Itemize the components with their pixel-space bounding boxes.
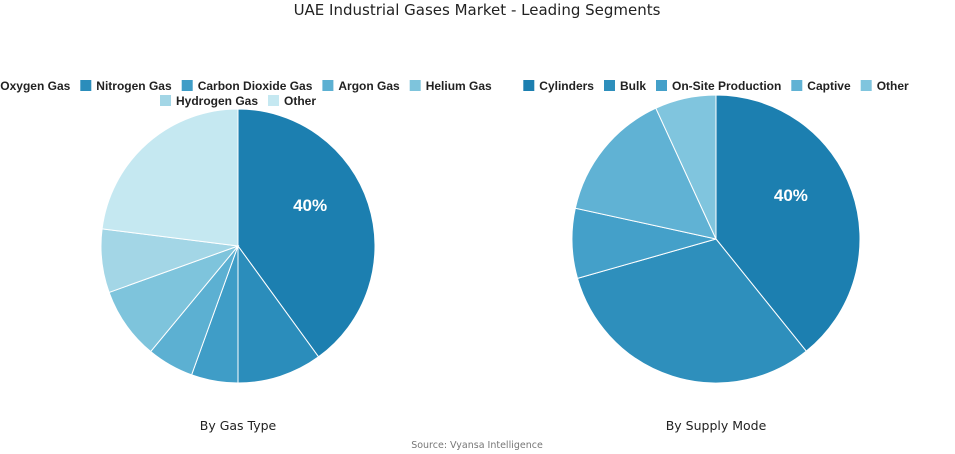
supply-mode-legend: Cylinders Bulk On-Site Production Captive Ot… [523, 79, 909, 93]
legend-label: Hydrogen Gas [176, 94, 258, 108]
legend-label: On-Site Production [672, 79, 781, 93]
legend-item-bulk: Bulk [604, 79, 646, 93]
legend-label: Carbon Dioxide Gas [198, 79, 313, 93]
legend-item-oxygen-gas: Oxygen Gas [0, 79, 70, 93]
legend-swatch [409, 80, 421, 91]
gas-type-subtitle: By Gas Type [200, 418, 277, 433]
pie-slice-nitrogen-gas [237, 244, 320, 384]
gas-type-legend: Oxygen Gas Nitrogen Gas Carbon Dioxide Gas… [0, 79, 492, 108]
legend-swatch [860, 80, 872, 91]
legend-item-on-site-production: On-Site Production [656, 79, 781, 93]
pie-slice-oxygen-gas [237, 108, 376, 358]
legend-swatch [656, 80, 667, 91]
legend-swatch [160, 95, 171, 106]
legend-swatch [181, 80, 193, 91]
legend-label: Argon Gas [338, 79, 400, 93]
legend-label: Cylinders [539, 79, 594, 93]
gas-type-pie: 40% [100, 108, 376, 384]
legend-label: Other [877, 79, 909, 93]
supply-mode-pie: 40% [571, 94, 861, 384]
legend-item-argon-gas: Argon Gas [322, 79, 400, 93]
legend-item-captive: Captive [791, 79, 851, 93]
legend-item-cylinders: Cylinders [523, 79, 594, 93]
data-label-oxygen-gas: 40% [293, 196, 327, 215]
legend-item-helium-gas: Helium Gas [409, 79, 492, 93]
chart-title: UAE Industrial Gases Market - Leading Se… [294, 1, 661, 19]
pie-slice-captive [574, 107, 717, 240]
data-label-cylinders: 40% [774, 186, 808, 205]
legend-swatch [268, 95, 279, 106]
pie-slice-other [101, 108, 239, 247]
legend-item-carbon-dioxide-gas: Carbon Dioxide Gas [181, 79, 313, 93]
legend-label: Captive [807, 79, 851, 93]
legend-swatch [523, 80, 535, 91]
legend-item-hydrogen-gas: Hydrogen Gas [160, 94, 258, 108]
legend-swatch [791, 80, 803, 91]
legend-label: Bulk [620, 79, 646, 93]
pie-slice-cylinders [715, 94, 861, 352]
legend-swatch [604, 80, 615, 91]
pie-slice-other [655, 94, 717, 240]
legend-label: Nitrogen Gas [96, 79, 172, 93]
legend-label: Other [284, 94, 316, 108]
legend-swatch [80, 80, 92, 91]
supply-mode-subtitle: By Supply Mode [666, 418, 767, 433]
legend-item-other: Other [268, 94, 316, 108]
legend-label: Helium Gas [426, 79, 492, 93]
legend-item-nitrogen-gas: Nitrogen Gas [80, 79, 172, 93]
pie-slice-bulk [576, 238, 807, 384]
source-note: Source: Vyansa Intelligence [411, 440, 543, 451]
legend-swatch [322, 80, 334, 91]
legend-label: Oxygen Gas [0, 79, 70, 93]
legend-item-other: Other [860, 79, 909, 93]
